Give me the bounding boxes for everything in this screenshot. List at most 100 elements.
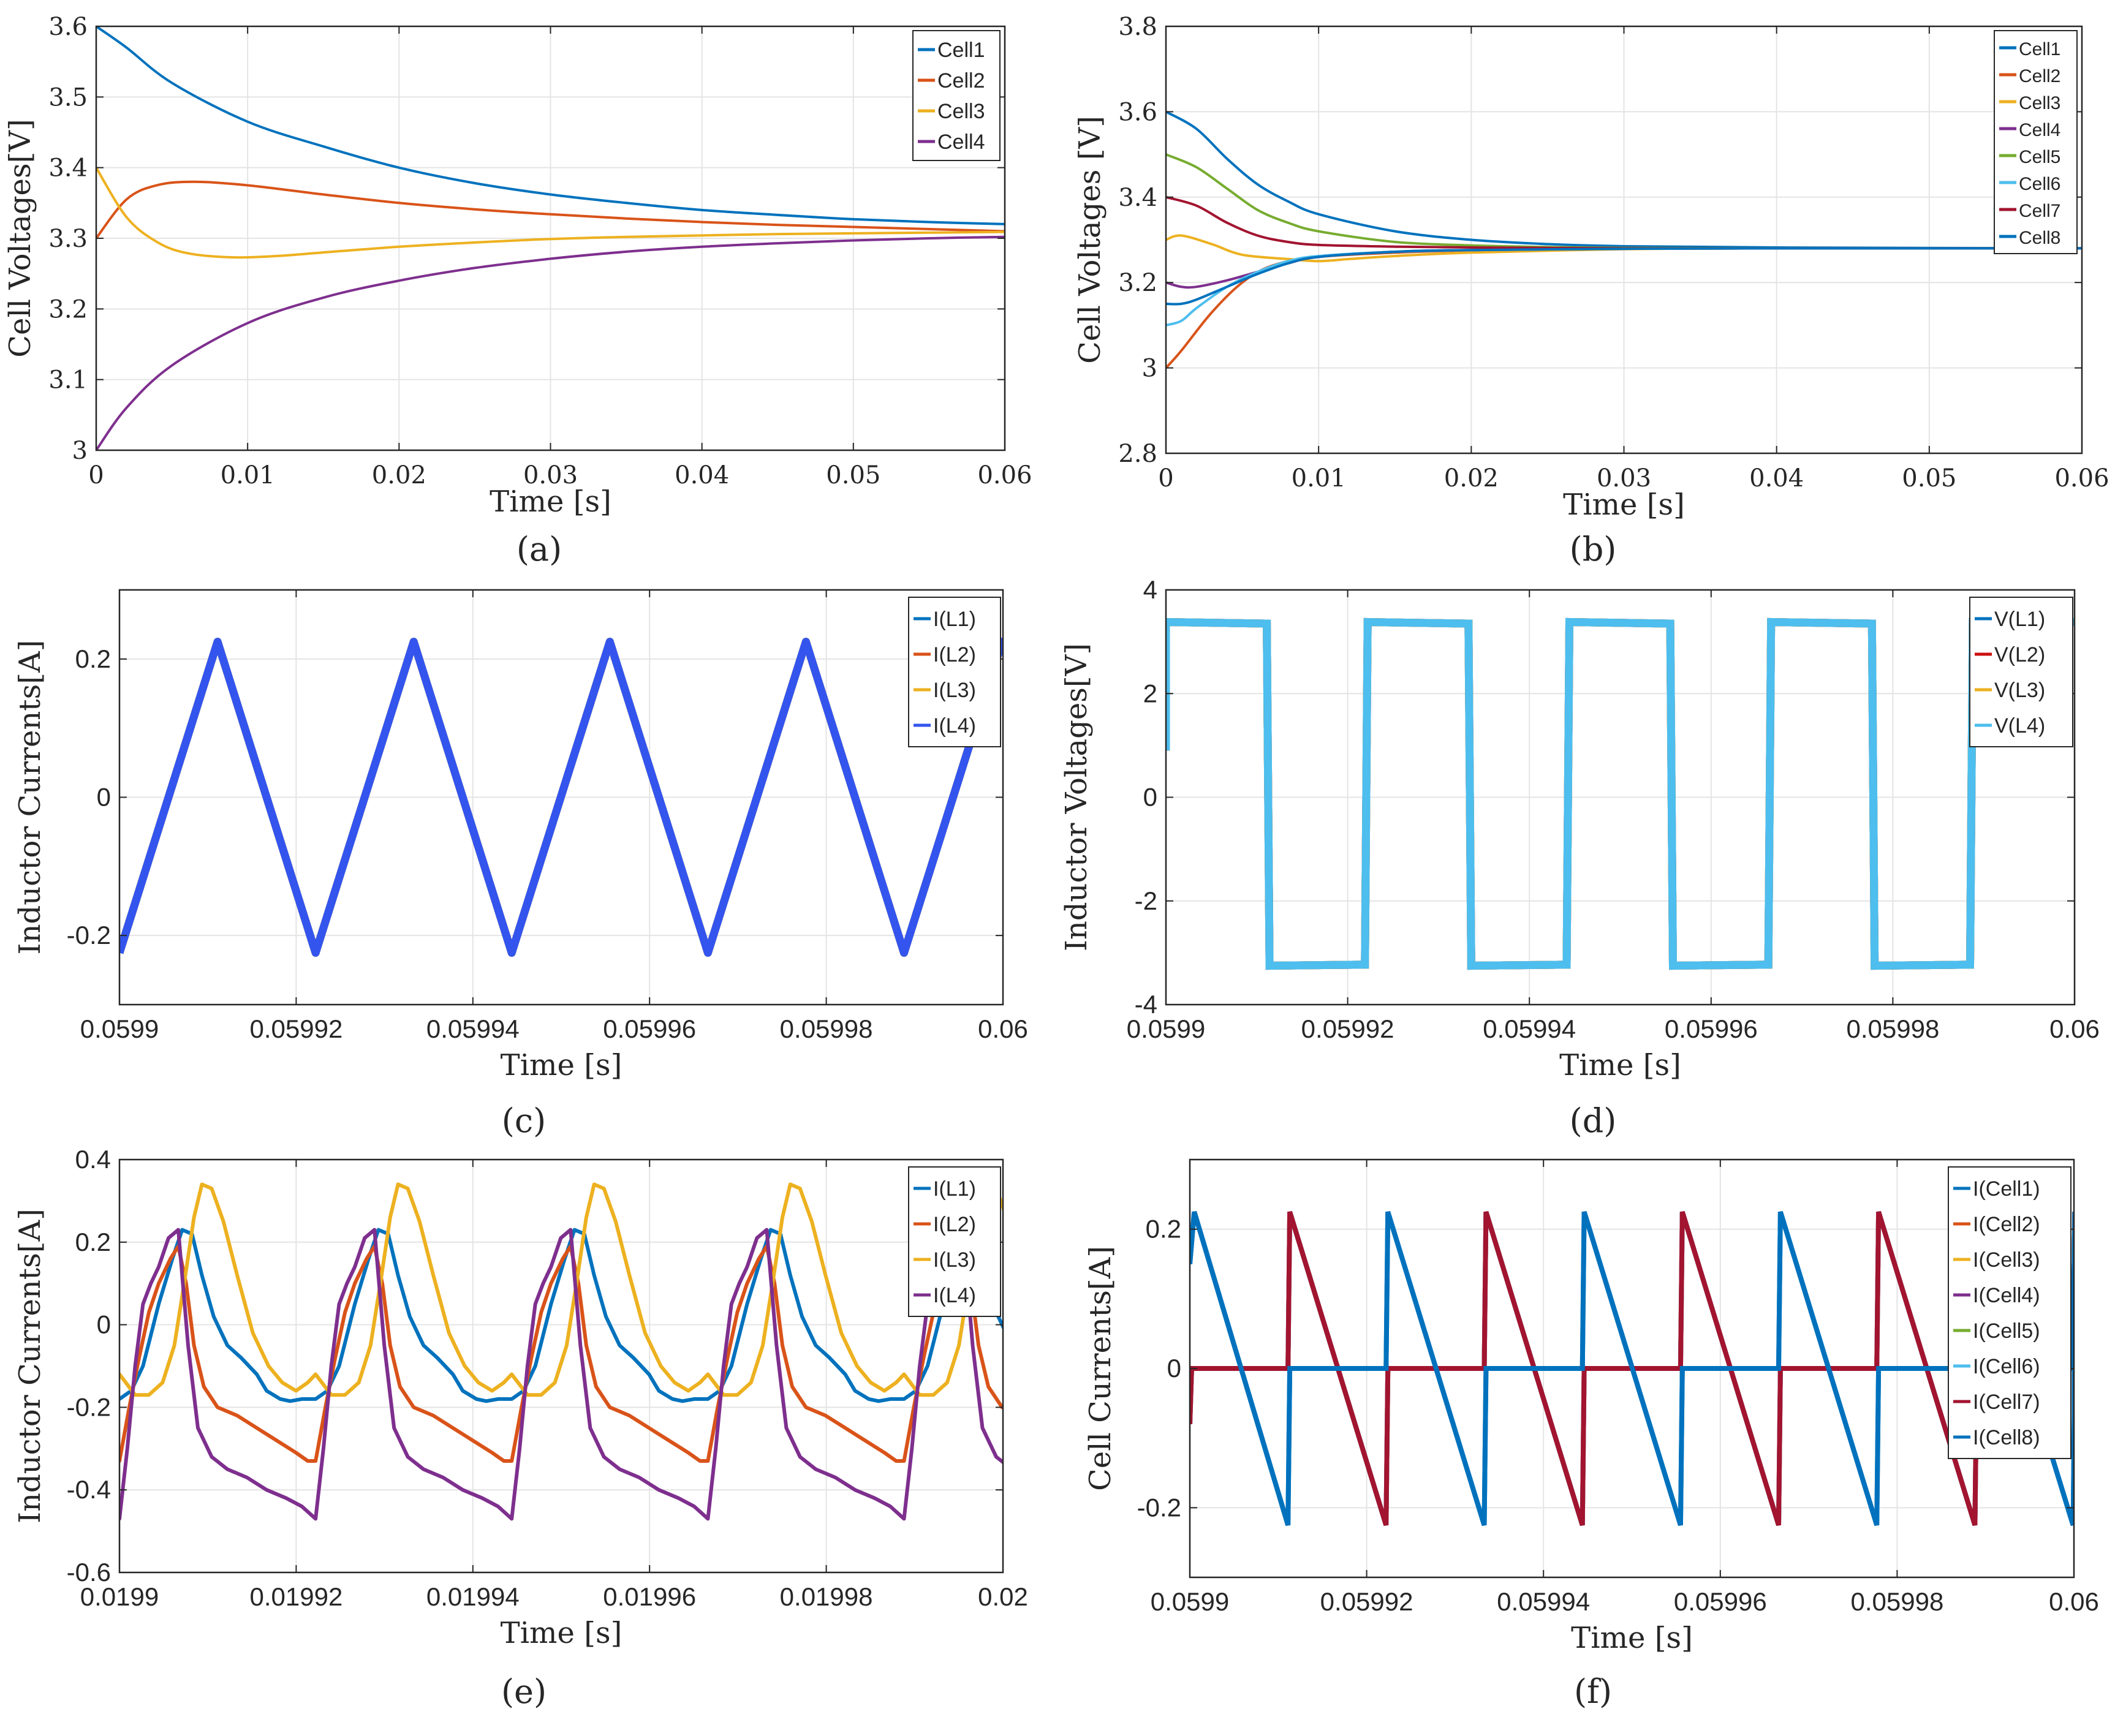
y-tick-label: 3.5 xyxy=(48,83,88,111)
y-tick-label: 3.8 xyxy=(1118,13,1157,41)
x-tick-label: 0.05996 xyxy=(1665,1014,1758,1043)
y-tick-label: 0.2 xyxy=(75,644,111,673)
y-tick-label: -0.4 xyxy=(67,1475,111,1504)
y-tick-label: -4 xyxy=(1135,990,1157,1019)
y-axis-label: Inductor Currents[A] xyxy=(13,1209,47,1523)
y-axis-label: Cell Voltages[V] xyxy=(3,119,37,357)
legend-entry: I(L2) xyxy=(933,643,976,666)
legend-entry: Cell1 xyxy=(937,39,985,62)
legend-entry: I(Cell2) xyxy=(1973,1213,2040,1236)
x-tick-label: 0 xyxy=(1158,464,1173,492)
x-axis-label: Time [s] xyxy=(1559,1048,1681,1082)
x-tick-label: 0.0599 xyxy=(1151,1587,1229,1616)
x-axis-label: Time [s] xyxy=(1563,488,1685,522)
x-tick-label: 0.05996 xyxy=(603,1014,696,1043)
y-axis-label: Inductor Voltages[V] xyxy=(1059,643,1094,951)
x-tick-label: 0.06 xyxy=(978,1014,1028,1043)
y-axis-label: Inductor Currents[A] xyxy=(13,640,47,955)
panel-caption: (f) xyxy=(1574,1672,1612,1711)
y-tick-label: -0.2 xyxy=(67,1392,111,1421)
legend-entry: I(L1) xyxy=(933,1177,976,1201)
x-axis-label: Time [s] xyxy=(501,1616,622,1650)
x-tick-label: 0.05994 xyxy=(1483,1014,1576,1043)
x-tick-label: 0.05996 xyxy=(1674,1587,1767,1616)
panel-b: 0 0.01 0.02 0.03 0.04 0.05 0.06 2.8 3 3.2 3.4 3.6 3.… xyxy=(1073,13,2109,568)
x-tick-label: 0.06 xyxy=(2049,1014,2100,1043)
legend-entry: I(L4) xyxy=(933,1284,976,1307)
y-tick-label: 3 xyxy=(72,437,88,465)
legend-entry: I(L1) xyxy=(933,608,976,631)
series-line-v(l4) xyxy=(1166,617,2075,970)
y-tick-label: 0.4 xyxy=(75,1145,111,1174)
series-group xyxy=(96,26,1005,450)
series-line-i(cell8) xyxy=(1190,1211,2074,1526)
y-tick-label: -0.6 xyxy=(67,1558,111,1587)
legend-entry: Cell6 xyxy=(2019,174,2060,194)
panel-caption: (b) xyxy=(1570,530,1617,568)
y-tick-label: 3.6 xyxy=(48,13,88,41)
legend-entry: I(Cell6) xyxy=(1973,1355,2040,1378)
legend-entry: I(Cell4) xyxy=(1973,1284,2040,1307)
legend-entry: I(Cell1) xyxy=(1973,1177,2040,1201)
legend-box xyxy=(1994,30,2078,254)
y-tick-label: 3.4 xyxy=(48,154,88,183)
y-tick-label: -2 xyxy=(1135,886,1157,915)
legend-entry: Cell8 xyxy=(2019,228,2060,248)
legend-entry: Cell2 xyxy=(937,69,985,92)
legend-entry: Cell7 xyxy=(2019,201,2060,221)
x-tick-label: 0.05992 xyxy=(1320,1587,1413,1616)
legend-entry: V(L1) xyxy=(1994,608,2045,631)
legend-entry: I(Cell7) xyxy=(1973,1391,2040,1414)
x-tick-label: 0.03 xyxy=(523,461,578,489)
series-group xyxy=(119,1182,1003,1521)
series-line-cell4 xyxy=(96,235,1005,450)
legend-entry: Cell4 xyxy=(937,130,985,154)
x-tick-label: 0.06 xyxy=(2054,464,2109,492)
legend-entry: I(L3) xyxy=(933,1248,976,1272)
x-tick-label: 0.05994 xyxy=(426,1014,520,1043)
y-tick-label: 3.4 xyxy=(1118,184,1157,212)
series-line-cell2 xyxy=(96,180,1005,240)
y-tick-label: 2.8 xyxy=(1118,440,1157,468)
x-tick-label: 0.01996 xyxy=(603,1582,696,1611)
y-tick-label: 0.2 xyxy=(1146,1215,1181,1244)
y-tick-label: 3.1 xyxy=(48,366,88,394)
panel-caption: (c) xyxy=(502,1101,546,1140)
legend-entry: I(L2) xyxy=(933,1213,976,1236)
legend-entry: I(Cell3) xyxy=(1973,1248,2040,1272)
panel-f: 0.0599 0.05992 0.05994 0.05996 0.05998 0.06 -0… xyxy=(1083,1158,2099,1711)
series-line-i(l4) xyxy=(119,638,1003,957)
legend-entry: Cell5 xyxy=(2019,147,2060,167)
y-tick-label: 3.2 xyxy=(48,295,88,323)
panel-caption: (d) xyxy=(1570,1101,1617,1140)
x-tick-label: 0.02 xyxy=(1444,464,1499,492)
legend-entry: Cell1 xyxy=(2019,39,2060,59)
x-tick-label: 0.05 xyxy=(1902,464,1956,492)
x-tick-label: 0.05 xyxy=(826,461,880,489)
x-tick-label: 0.06 xyxy=(2049,1587,2099,1616)
legend-box xyxy=(908,597,1001,747)
plot-frame xyxy=(118,1158,1004,1574)
series-group xyxy=(1166,110,2082,369)
panel-caption: (e) xyxy=(501,1672,547,1711)
x-tick-label: 0.01998 xyxy=(780,1582,873,1611)
x-tick-label: 0.01 xyxy=(1292,464,1346,492)
legend-entry: Cell2 xyxy=(2019,66,2060,86)
panel-d: 0.0599 0.05992 0.05994 0.05996 0.05998 0.06 -4… xyxy=(1059,575,2100,1140)
x-tick-label: 0.06 xyxy=(977,461,1032,489)
y-tick-label: 3.2 xyxy=(1118,269,1157,297)
series-line-i(l4) xyxy=(119,1228,1003,1521)
x-tick-label: 0.05994 xyxy=(1497,1587,1590,1616)
legend-box xyxy=(908,1166,1001,1317)
y-axis-label: Cell Voltages [V] xyxy=(1073,116,1107,364)
x-tick-label: 0.03 xyxy=(1597,464,1651,492)
series-group xyxy=(119,638,1003,957)
y-tick-label: 3.6 xyxy=(1118,98,1157,126)
y-tick-label: 4 xyxy=(1143,575,1157,604)
y-tick-label: -0.2 xyxy=(1137,1493,1181,1522)
series-group xyxy=(1166,617,2075,970)
legend-entry: I(Cell8) xyxy=(1973,1426,2040,1449)
legend-entry: V(L3) xyxy=(1994,679,2045,702)
legend-box xyxy=(1948,1166,2071,1459)
y-tick-label: 3 xyxy=(1142,355,1157,383)
